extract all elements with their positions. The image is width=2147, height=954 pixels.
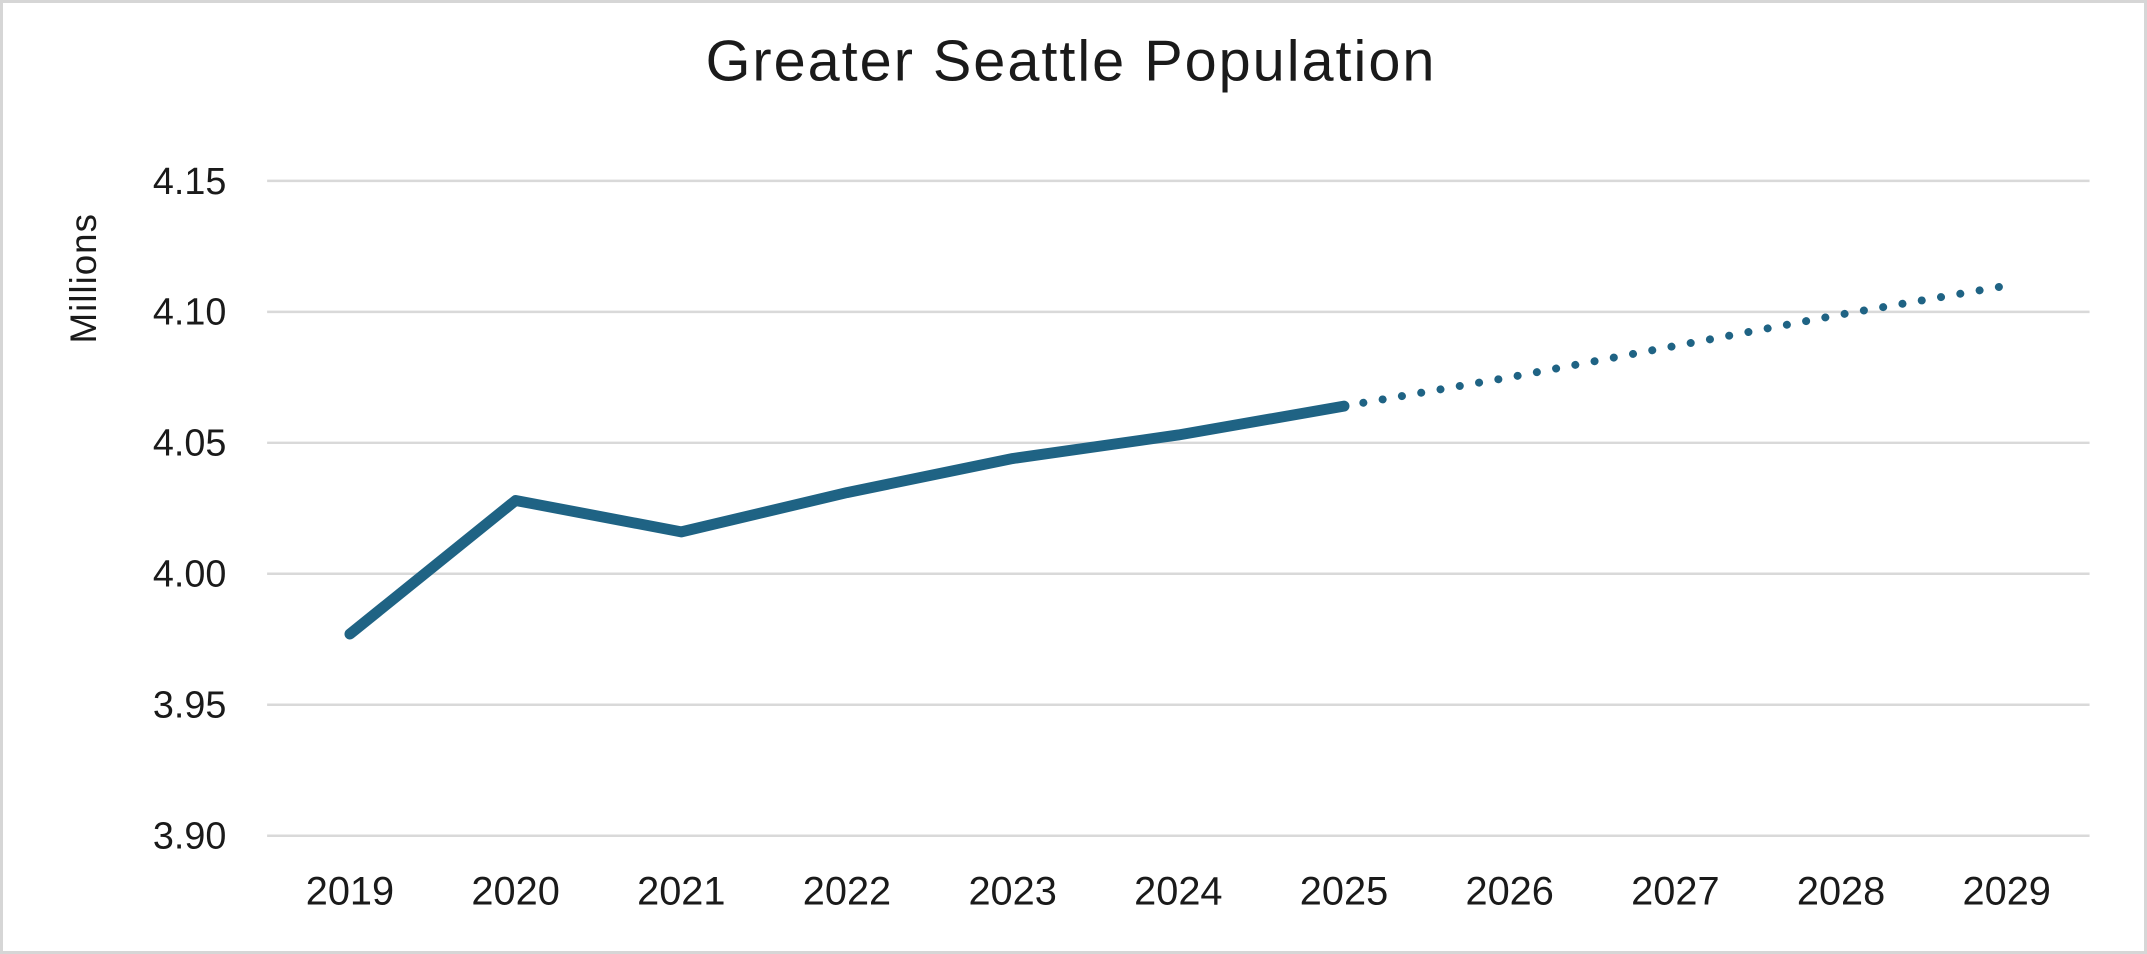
- x-tick-label: 2021: [637, 869, 725, 913]
- x-tick-label: 2027: [1631, 869, 1719, 913]
- y-tick-label: 4.15: [153, 161, 226, 203]
- x-tick-label: 2029: [1963, 869, 2051, 913]
- population-line-chart: 3.90 3.95 4.00 4.05 4.10 4.15 2019 2020 2021 2022…: [63, 30, 2090, 914]
- x-tick-label: 2025: [1300, 869, 1388, 913]
- x-tick-label: 2023: [968, 869, 1056, 913]
- y-tick-label: 3.90: [153, 816, 226, 858]
- y-tick-label: 3.95: [153, 685, 226, 727]
- gridlines-layer: [267, 179, 2090, 837]
- series-line-projected: [1340, 281, 2011, 411]
- series-layer: [344, 281, 2011, 640]
- axis-labels-layer: 3.90 3.95 4.00 4.05 4.10 4.15 2019 2020 2021 2022…: [153, 161, 2051, 914]
- x-tick-label: 2019: [306, 869, 394, 913]
- x-tick-label: 2028: [1797, 869, 1885, 913]
- y-tick-label: 4.10: [153, 292, 226, 334]
- x-tick-label: 2026: [1465, 869, 1553, 913]
- y-axis-title: Millions: [63, 213, 104, 343]
- y-tick-label: 4.05: [153, 423, 226, 465]
- x-tick-label: 2022: [803, 869, 891, 913]
- chart-title: Greater Seattle Population: [706, 30, 1437, 94]
- y-tick-label: 4.00: [153, 554, 226, 596]
- x-tick-label: 2020: [471, 869, 559, 913]
- x-tick-label: 2024: [1134, 869, 1222, 913]
- series-line-actual: [344, 400, 1350, 640]
